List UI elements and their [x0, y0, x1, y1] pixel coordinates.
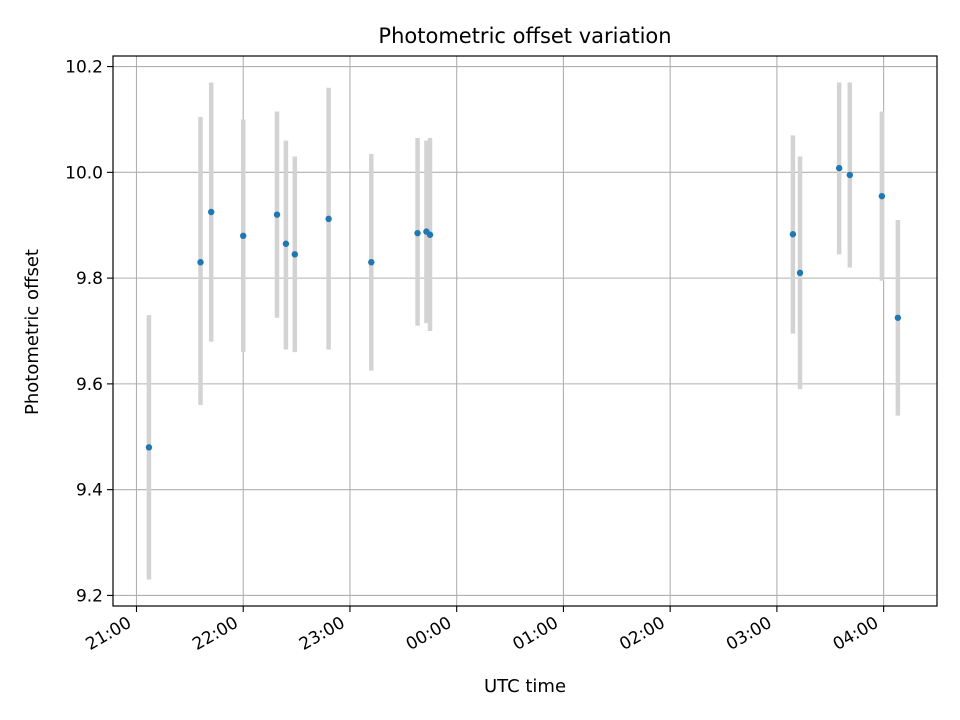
data-point [796, 269, 804, 277]
x-axis-label: UTC time [484, 676, 566, 697]
y-tick-label: 9.6 [76, 375, 103, 395]
data-point [240, 232, 247, 240]
data-point [145, 444, 153, 451]
y-tick-label: 9.2 [76, 586, 103, 606]
data-point [426, 231, 434, 238]
y-tick-label: 9.4 [76, 481, 103, 501]
data-point [291, 251, 299, 258]
data-point [197, 259, 204, 266]
data-point [835, 164, 843, 172]
chart-title: Photometric offset variation [378, 24, 671, 48]
data-point [325, 215, 332, 223]
y-tick-label: 10.0 [65, 163, 103, 183]
y-axis-label: Photometric offset [22, 249, 43, 415]
plot-frame [112, 55, 938, 607]
y-tick-label: 9.8 [76, 269, 103, 289]
data-point [207, 208, 215, 216]
data-point [282, 240, 290, 247]
data-point [368, 259, 375, 266]
point-layer [145, 164, 902, 451]
data-point [846, 171, 854, 179]
data-point [273, 211, 281, 218]
data-point [878, 192, 886, 200]
data-point [894, 314, 902, 321]
data-point [414, 229, 421, 237]
y-tick-label: 10.2 [65, 58, 103, 78]
data-point [789, 231, 797, 238]
